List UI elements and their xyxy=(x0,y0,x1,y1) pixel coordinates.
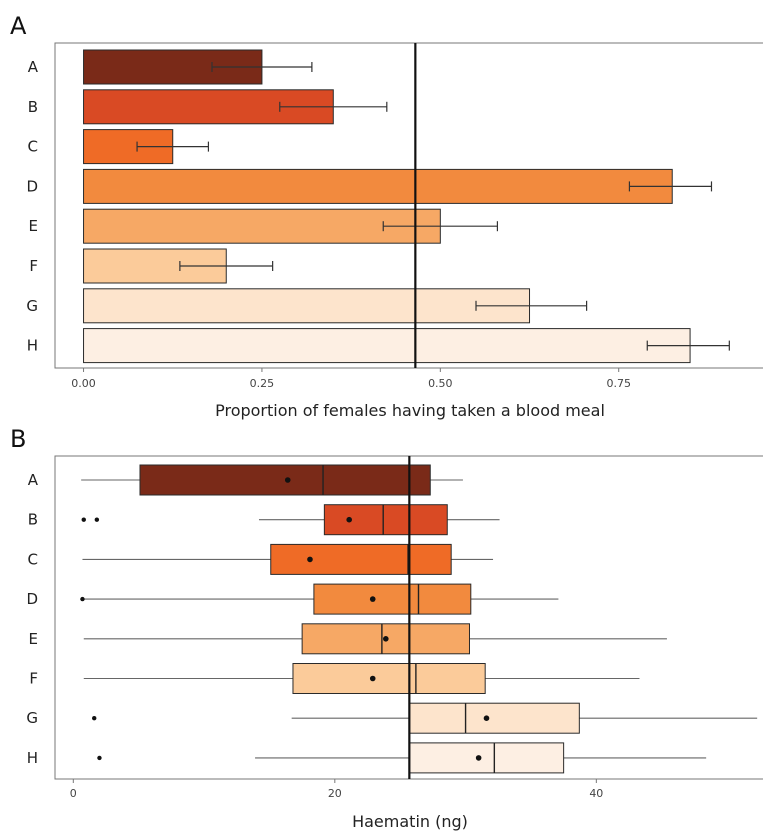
panel-a-x-tick-label: 0.75 xyxy=(606,377,631,390)
panel-b-box xyxy=(323,504,448,536)
panel-a-category-label: D xyxy=(26,177,38,195)
panel-b-outlier-point xyxy=(92,716,97,721)
panel-b-x-tick-label: 20 xyxy=(328,787,342,800)
panel-a-category-label: A xyxy=(28,58,39,76)
panel-b-category-label: E xyxy=(29,630,38,648)
panel-b-outlier-point xyxy=(80,596,85,602)
panel-b-outlier-point xyxy=(94,517,100,522)
panel-b-box xyxy=(292,663,486,694)
panel-a-letter: A xyxy=(10,12,27,40)
panel-b-box xyxy=(408,742,565,774)
panel-a-bar xyxy=(83,208,441,244)
panel-a-x-tick-label: 0.00 xyxy=(71,377,96,390)
panel-a-category-label: C xyxy=(28,138,38,156)
panel-b-mean-point xyxy=(369,675,376,682)
panel-b-category-label: F xyxy=(29,670,38,688)
panel-a-category-label: B xyxy=(28,98,38,116)
panel-b-x-axis-label: Haematin (ng) xyxy=(352,812,468,831)
panel-a-bar xyxy=(83,168,673,204)
panel-a-category-label: E xyxy=(29,217,38,235)
panel-b-category-label: C xyxy=(28,550,38,568)
panel-b-letter: B xyxy=(10,425,26,453)
panel-b-category-label: D xyxy=(26,590,38,608)
panel-a-x-tick-label: 0.25 xyxy=(250,377,275,390)
panel-b-outlier-point xyxy=(81,517,86,522)
panel-a-x-tick-label: 0.50 xyxy=(428,377,453,390)
panel-b-category-label: G xyxy=(26,709,38,727)
panel-b-box xyxy=(313,583,472,615)
panel-b-box xyxy=(408,702,580,734)
panel-b-mean-point xyxy=(383,636,389,642)
panel-b-mean-point xyxy=(346,516,352,523)
panel-a-category-label: F xyxy=(29,257,38,275)
panel-b-box xyxy=(270,543,452,575)
panel-a: A A B C D E F G H 0.00 0.25 0.50 0.75 Proportion o… xyxy=(10,12,763,420)
panel-a-category-label: G xyxy=(26,297,38,315)
panel-b-x-tick-label: 0 xyxy=(70,787,77,800)
panel-a-x-axis-label: Proportion of females having taken a blo… xyxy=(215,401,605,420)
panel-b-category-label: A xyxy=(28,471,39,489)
panel-b-outlier-point xyxy=(97,755,102,761)
panel-a-category-label: H xyxy=(27,337,38,355)
panel-a-bar xyxy=(83,288,531,324)
panel-b-mean-point xyxy=(475,755,482,761)
panel-b-mean-point xyxy=(483,715,490,721)
panel-b-mean-point xyxy=(284,477,291,483)
panel-a-bar xyxy=(83,328,691,364)
panel-b-mean-point xyxy=(369,596,376,602)
panel-b-mean-point xyxy=(307,556,313,563)
panel-b-category-label: H xyxy=(27,749,38,767)
panel-b-x-tick-label: 40 xyxy=(589,787,603,800)
panel-b-category-label: B xyxy=(28,511,38,529)
